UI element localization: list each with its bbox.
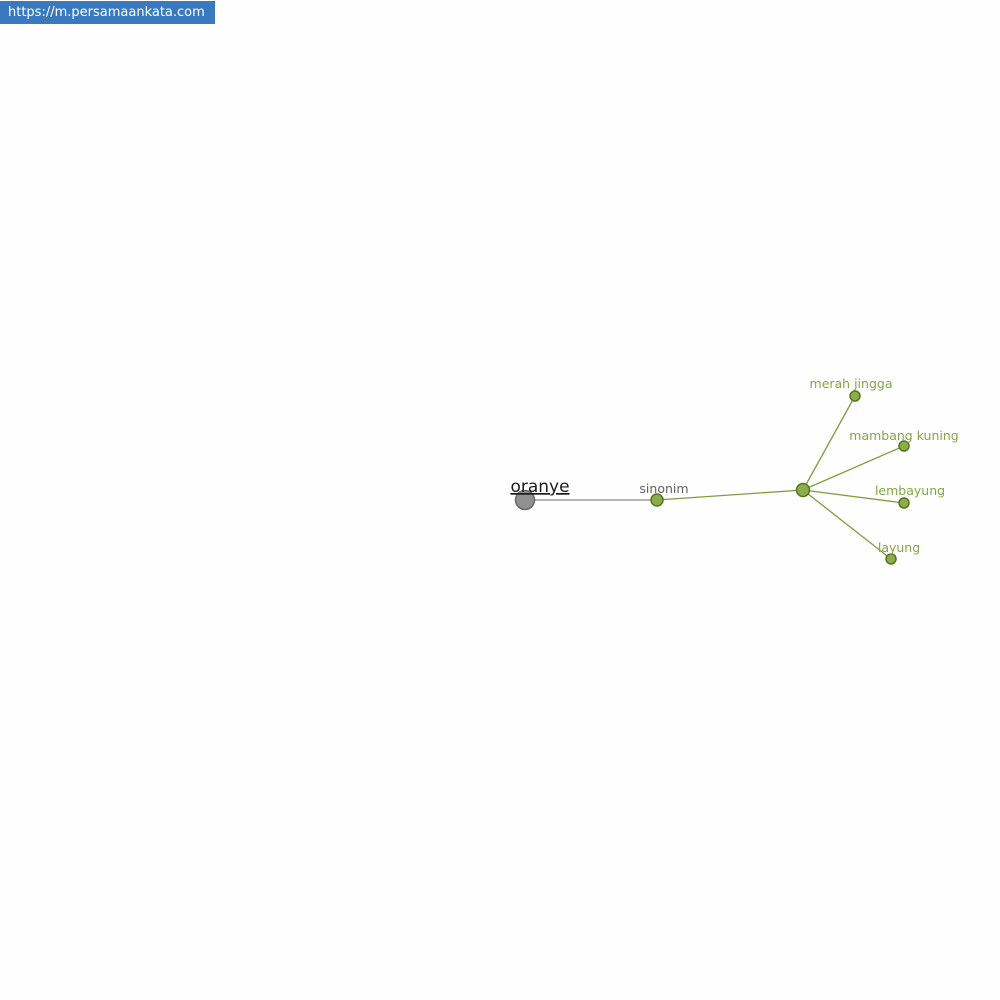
node-label-layung[interactable]: layung bbox=[878, 540, 920, 555]
node-mambang-kuning[interactable] bbox=[898, 440, 910, 452]
node-lembayung[interactable] bbox=[898, 497, 910, 509]
node-label-sinonim[interactable]: sinonim bbox=[639, 481, 688, 496]
edge-hub-mambang-kuning bbox=[802, 445, 905, 491]
node-layung[interactable] bbox=[885, 553, 897, 565]
nodes-layer bbox=[514, 390, 910, 565]
node-label-mambang-kuning[interactable]: mambang kuning bbox=[849, 428, 958, 443]
node-label-oranye[interactable]: oranye bbox=[510, 477, 569, 497]
labels-layer: oranye sinonim merah jingga mambang kuning l… bbox=[510, 376, 958, 555]
url-badge: https://m.persamaankata.com bbox=[0, 1, 215, 24]
node-oranye[interactable] bbox=[514, 489, 536, 511]
edge-hub-merah-jingga bbox=[802, 395, 856, 491]
edge-sinonim-hub bbox=[656, 489, 804, 501]
node-hub[interactable] bbox=[795, 482, 811, 498]
node-merah-jingga[interactable] bbox=[849, 390, 861, 402]
edge-hub-layung bbox=[802, 489, 892, 560]
node-label-merah-jingga[interactable]: merah jingga bbox=[810, 376, 893, 391]
edge-hub-lembayung bbox=[802, 489, 905, 504]
edges-layer bbox=[525, 395, 905, 560]
node-label-lembayung[interactable]: lembayung bbox=[875, 483, 945, 498]
node-sinonim[interactable] bbox=[650, 493, 664, 507]
